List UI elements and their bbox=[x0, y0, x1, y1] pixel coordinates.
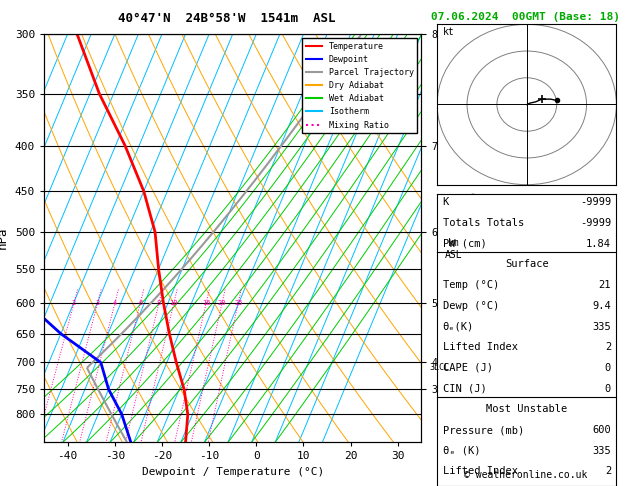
Text: Surface: Surface bbox=[505, 260, 548, 269]
Text: 21: 21 bbox=[599, 280, 611, 290]
Text: 16: 16 bbox=[202, 300, 211, 306]
Text: Lifted Index: Lifted Index bbox=[443, 467, 518, 476]
Text: 0: 0 bbox=[605, 383, 611, 394]
Text: 335: 335 bbox=[593, 446, 611, 456]
Text: 3LCL: 3LCL bbox=[429, 364, 449, 372]
Text: Mixing Ratio (g/kg): Mixing Ratio (g/kg) bbox=[470, 191, 479, 286]
Text: 2: 2 bbox=[72, 300, 76, 306]
Text: 600: 600 bbox=[593, 425, 611, 435]
Text: 10: 10 bbox=[170, 300, 178, 306]
Text: 20: 20 bbox=[218, 300, 226, 306]
Text: 2: 2 bbox=[605, 342, 611, 352]
Text: 25: 25 bbox=[234, 300, 243, 306]
Text: CAPE (J): CAPE (J) bbox=[443, 363, 493, 373]
Text: 4: 4 bbox=[113, 300, 117, 306]
Text: 2: 2 bbox=[605, 467, 611, 476]
Text: θₑ (K): θₑ (K) bbox=[443, 446, 480, 456]
Text: 0: 0 bbox=[605, 363, 611, 373]
Text: 6: 6 bbox=[138, 300, 143, 306]
Text: Pressure (mb): Pressure (mb) bbox=[443, 425, 524, 435]
Legend: Temperature, Dewpoint, Parcel Trajectory, Dry Adiabat, Wet Adiabat, Isotherm, Mi: Temperature, Dewpoint, Parcel Trajectory… bbox=[303, 38, 417, 133]
Text: 3: 3 bbox=[96, 300, 100, 306]
Text: Dewp (°C): Dewp (°C) bbox=[443, 301, 499, 311]
Y-axis label: hPa: hPa bbox=[0, 227, 9, 249]
Text: K: K bbox=[443, 197, 448, 208]
Text: PW (cm): PW (cm) bbox=[443, 239, 486, 249]
Text: Lifted Index: Lifted Index bbox=[443, 342, 518, 352]
X-axis label: Dewpoint / Temperature (°C): Dewpoint / Temperature (°C) bbox=[142, 467, 324, 477]
Y-axis label: km
ASL: km ASL bbox=[445, 238, 462, 260]
Text: CIN (J): CIN (J) bbox=[443, 383, 486, 394]
Text: 335: 335 bbox=[593, 322, 611, 331]
Text: θₑ(K): θₑ(K) bbox=[443, 322, 474, 331]
Text: -9999: -9999 bbox=[580, 218, 611, 228]
Text: © weatheronline.co.uk: © weatheronline.co.uk bbox=[464, 470, 587, 480]
Text: 8: 8 bbox=[157, 300, 161, 306]
Text: 1.84: 1.84 bbox=[586, 239, 611, 249]
Text: Most Unstable: Most Unstable bbox=[486, 404, 567, 415]
Text: 07.06.2024  00GMT (Base: 18): 07.06.2024 00GMT (Base: 18) bbox=[431, 12, 620, 22]
Text: -9999: -9999 bbox=[580, 197, 611, 208]
Text: 9.4: 9.4 bbox=[593, 301, 611, 311]
Text: Temp (°C): Temp (°C) bbox=[443, 280, 499, 290]
Text: 40°47'N  24B°58'W  1541m  ASL: 40°47'N 24B°58'W 1541m ASL bbox=[118, 12, 335, 25]
Text: Totals Totals: Totals Totals bbox=[443, 218, 524, 228]
Text: kt: kt bbox=[443, 27, 455, 37]
